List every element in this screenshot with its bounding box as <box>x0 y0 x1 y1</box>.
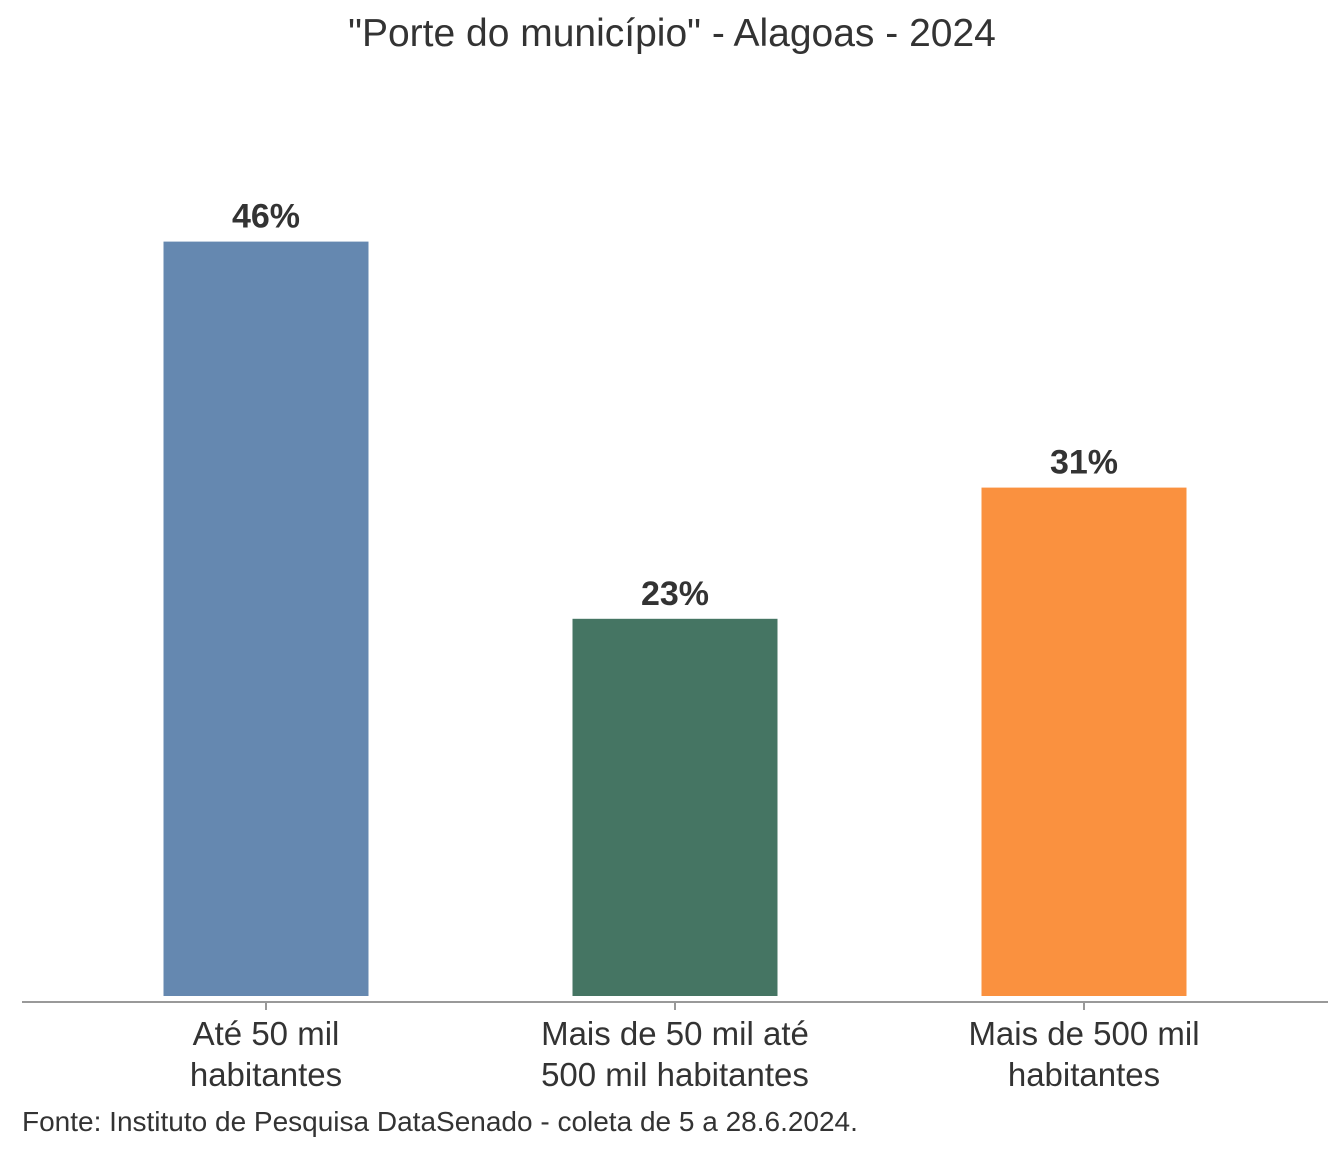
bar-3 <box>981 487 1187 996</box>
bar-1 <box>163 241 369 997</box>
value-label-1: 46% <box>232 198 300 236</box>
category-label-2-line-1: Mais de 50 mil até <box>541 1015 809 1052</box>
category-label-3-line-2: habitantes <box>1008 1056 1160 1093</box>
value-label-3: 31% <box>1050 444 1118 482</box>
x-ticks-group: Até 50 mil habitantes Mais de 50 mil até 50… <box>190 1002 1200 1093</box>
category-label-2-line-2: 500 mil habitantes <box>541 1056 809 1093</box>
source-note: Fonte: Instituto de Pesquisa DataSenado … <box>22 1106 858 1137</box>
category-label-1-line-2: habitantes <box>190 1056 342 1093</box>
category-label-1-line-1: Até 50 mil <box>193 1015 340 1052</box>
category-label-3-line-1: Mais de 500 mil <box>968 1015 1199 1052</box>
chart-title: "Porte do município" - Alagoas - 2024 <box>348 12 996 55</box>
bars-group: 46% 23% 31% <box>163 198 1187 997</box>
value-label-2: 23% <box>641 575 709 613</box>
bar-2 <box>572 618 778 996</box>
